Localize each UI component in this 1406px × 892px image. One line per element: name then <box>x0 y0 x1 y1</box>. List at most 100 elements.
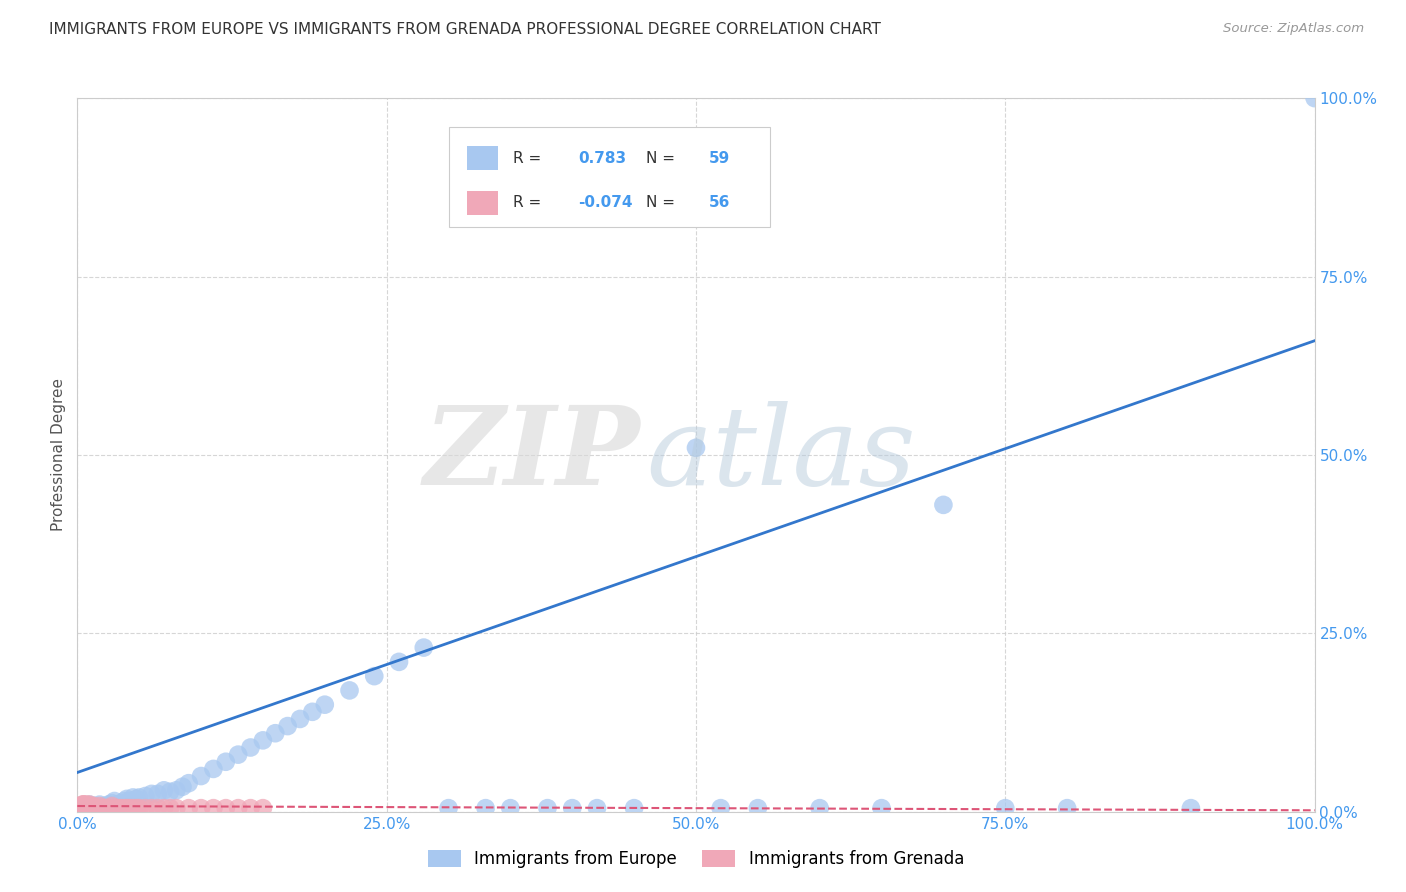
Point <box>79 801 101 815</box>
Point <box>536 801 558 815</box>
Point <box>1303 91 1326 105</box>
Point <box>561 801 583 815</box>
Point <box>91 801 114 815</box>
Point <box>79 797 101 812</box>
Point <box>80 801 103 815</box>
Point <box>190 801 212 815</box>
Point <box>141 801 163 815</box>
Point <box>122 801 145 815</box>
Point <box>252 733 274 747</box>
Point <box>112 801 135 815</box>
Point <box>623 801 645 815</box>
Text: 59: 59 <box>709 151 730 166</box>
Point <box>159 801 181 815</box>
Point <box>73 801 96 815</box>
Point <box>125 792 148 806</box>
Point <box>215 801 238 815</box>
Point <box>1056 801 1078 815</box>
Point <box>177 776 200 790</box>
Point <box>75 799 97 814</box>
Point <box>86 801 108 815</box>
Point <box>363 669 385 683</box>
Point <box>239 801 262 815</box>
Point <box>239 740 262 755</box>
Point <box>84 801 107 815</box>
Text: ZIP: ZIP <box>423 401 640 508</box>
Point <box>72 801 94 815</box>
Point <box>79 797 101 812</box>
Point <box>103 801 125 815</box>
Point <box>101 799 124 814</box>
Point <box>252 801 274 815</box>
Point <box>97 797 120 812</box>
Point <box>932 498 955 512</box>
Text: IMMIGRANTS FROM EUROPE VS IMMIGRANTS FROM GRENADA PROFESSIONAL DEGREE CORRELATIO: IMMIGRANTS FROM EUROPE VS IMMIGRANTS FRO… <box>49 22 882 37</box>
Point <box>153 801 176 815</box>
Point <box>172 780 194 794</box>
Point <box>76 801 98 815</box>
Point <box>76 801 98 815</box>
Point <box>93 799 115 814</box>
Point <box>412 640 434 655</box>
Point <box>72 801 94 815</box>
Point <box>72 799 94 814</box>
Point <box>101 796 124 810</box>
Point <box>70 801 93 815</box>
Point <box>141 787 163 801</box>
Point <box>84 799 107 814</box>
Bar <box>467 192 498 215</box>
Point <box>97 801 120 815</box>
Point <box>128 790 150 805</box>
Point <box>710 801 733 815</box>
Point <box>112 794 135 808</box>
Point <box>110 796 132 810</box>
Point <box>134 801 156 815</box>
Point <box>339 683 361 698</box>
Text: N =: N = <box>647 195 675 211</box>
Point <box>118 794 141 808</box>
Point <box>72 799 94 814</box>
Point <box>747 801 769 815</box>
Point <box>72 799 94 814</box>
Point <box>103 794 125 808</box>
Text: N =: N = <box>647 151 675 166</box>
Point <box>226 801 249 815</box>
Point <box>177 801 200 815</box>
Point <box>808 801 831 815</box>
Point <box>125 801 148 815</box>
Point <box>288 712 311 726</box>
Point <box>146 787 169 801</box>
Point <box>685 441 707 455</box>
Point <box>146 801 169 815</box>
Bar <box>449 127 770 227</box>
Point <box>69 801 91 815</box>
Point <box>89 799 111 814</box>
Point <box>586 801 609 815</box>
Point <box>110 801 132 815</box>
Point <box>190 769 212 783</box>
Point <box>277 719 299 733</box>
Text: R =: R = <box>513 195 541 211</box>
Point <box>93 801 115 815</box>
Point <box>264 726 287 740</box>
Text: R =: R = <box>513 151 541 166</box>
Point <box>82 799 104 814</box>
Point <box>73 797 96 812</box>
Point <box>75 801 97 815</box>
Point <box>499 801 522 815</box>
Point <box>134 789 156 803</box>
Point <box>82 801 104 815</box>
Point <box>165 783 187 797</box>
Text: Source: ZipAtlas.com: Source: ZipAtlas.com <box>1223 22 1364 36</box>
Point <box>82 801 104 815</box>
Point <box>72 801 94 815</box>
Point <box>202 762 225 776</box>
Point <box>165 801 187 815</box>
Point <box>72 801 94 815</box>
Point <box>115 801 138 815</box>
Point <box>437 801 460 815</box>
Text: -0.074: -0.074 <box>578 195 633 211</box>
Point <box>202 801 225 815</box>
Point <box>69 799 91 814</box>
Text: atlas: atlas <box>647 401 917 508</box>
